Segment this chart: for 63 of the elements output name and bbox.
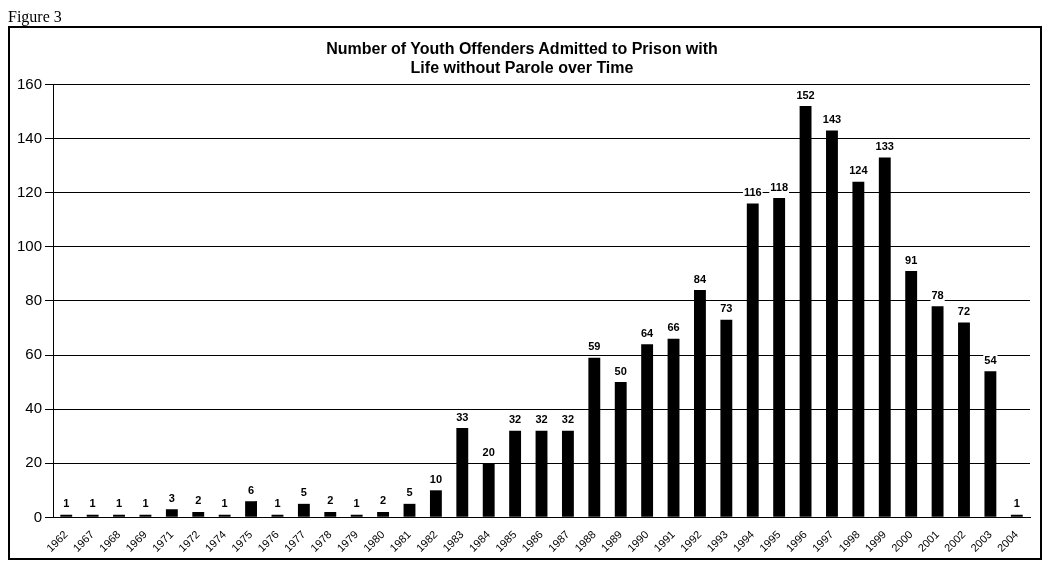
data-label: 32 <box>508 413 522 426</box>
data-label: 143 <box>822 112 842 125</box>
data-label: 10 <box>429 472 443 485</box>
data-label: 1 <box>274 497 281 510</box>
bar <box>113 514 125 517</box>
bar <box>377 511 390 517</box>
data-label: 1 <box>221 497 228 510</box>
caption: Figure 3 <box>8 8 63 26</box>
y-tick-label: 60 <box>25 345 43 363</box>
bar <box>350 514 363 517</box>
data-label: 6 <box>248 483 255 496</box>
data-label: 124 <box>849 164 869 177</box>
data-label: 152 <box>796 88 815 101</box>
y-tick-label: 40 <box>25 399 43 417</box>
data-label: 20 <box>482 445 495 458</box>
data-label: 1 <box>89 497 96 510</box>
text: Number of Youth Offenders Admitted to Prison with <box>326 40 718 58</box>
data-label: 64 <box>641 326 655 339</box>
bar <box>297 503 310 517</box>
data-label: 1 <box>353 497 360 510</box>
data-label: 118 <box>770 180 789 193</box>
data-label: 5 <box>406 486 413 499</box>
data-label: 59 <box>588 340 601 353</box>
data-label: 73 <box>720 302 733 315</box>
data-label: 1 <box>115 497 123 510</box>
data-label: 2 <box>195 494 202 507</box>
data-label: 33 <box>456 410 469 423</box>
data-label: 3 <box>168 491 175 504</box>
bar <box>86 514 99 517</box>
bar <box>429 490 442 517</box>
bar <box>165 509 178 517</box>
y-tick-label: 160 <box>17 74 43 92</box>
data-label: 116 <box>743 186 762 198</box>
data-label: 91 <box>905 253 918 266</box>
bar <box>324 511 337 517</box>
y-tick-label: 100 <box>17 236 43 254</box>
data-label: 2 <box>380 494 387 507</box>
y-tick-label: 0 <box>33 507 43 525</box>
data-label: 72 <box>957 305 971 318</box>
bar <box>192 511 205 517</box>
bar <box>403 503 416 517</box>
text: Life without Parole over Time <box>410 59 634 77</box>
y-tick-label: 20 <box>25 453 43 471</box>
bar <box>1010 514 1023 517</box>
data-label: 1 <box>142 497 149 510</box>
data-label: 66 <box>667 321 680 334</box>
y-tick-label: 120 <box>17 182 43 200</box>
bar <box>218 514 231 517</box>
y-tick-label: 140 <box>17 128 43 146</box>
data-label: 50 <box>614 364 627 377</box>
data-label: 32 <box>535 413 548 426</box>
data-label: 133 <box>875 139 894 152</box>
data-label: 1 <box>63 497 70 510</box>
data-label: 5 <box>300 486 307 499</box>
data-label: 78 <box>931 288 944 301</box>
data-label: 32 <box>561 413 575 426</box>
data-label: 84 <box>693 272 707 285</box>
data-label: 54 <box>984 353 998 366</box>
data-label: 2 <box>327 494 334 507</box>
bar <box>245 501 257 517</box>
y-tick-label: 80 <box>25 291 43 309</box>
bar <box>60 514 73 517</box>
data-label: 1 <box>1013 497 1020 510</box>
